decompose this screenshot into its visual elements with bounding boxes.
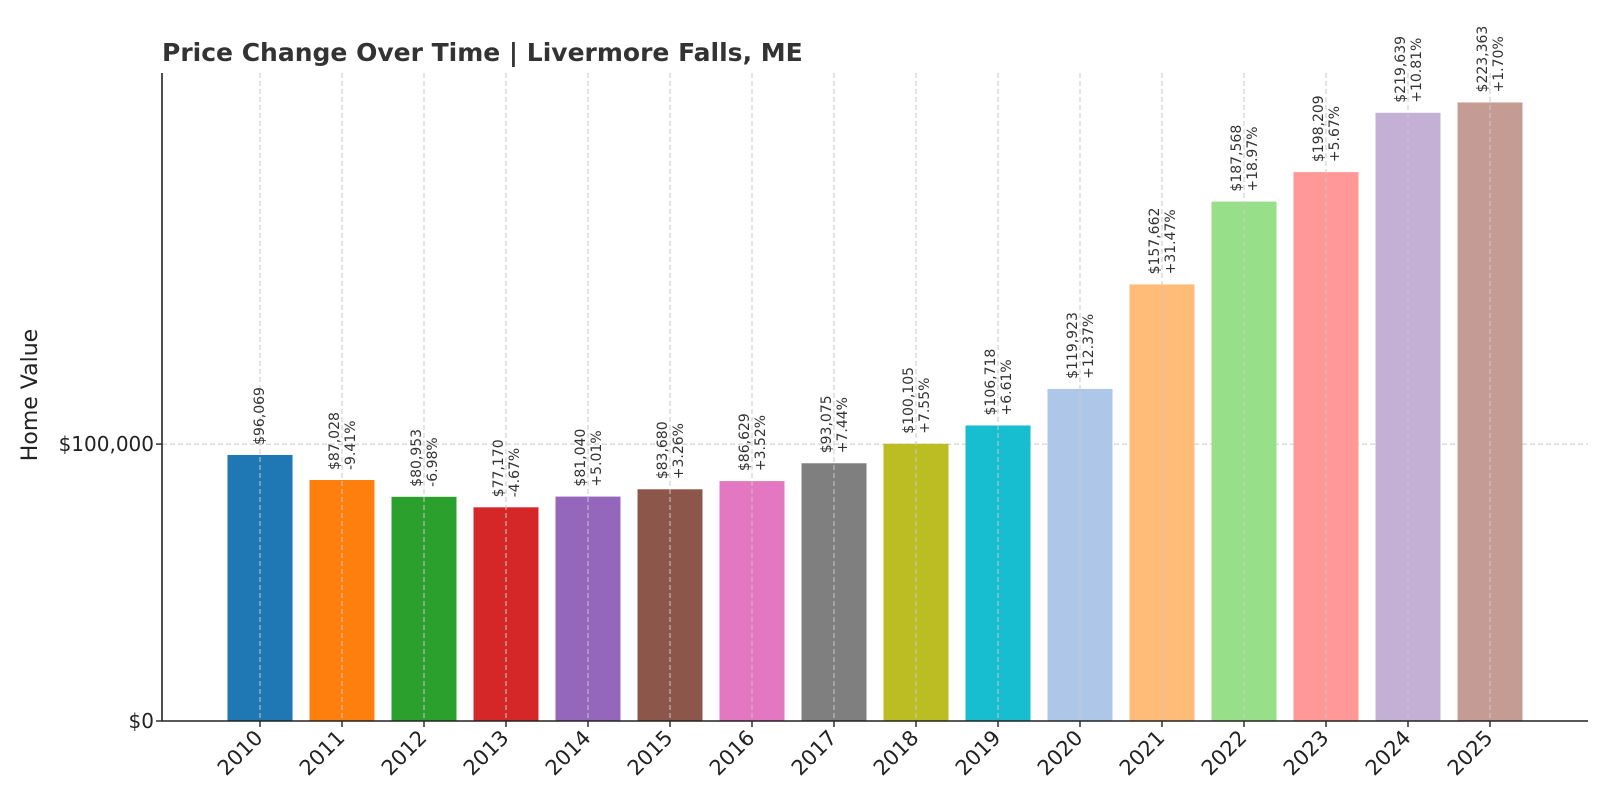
x-tick-label: 2013: [459, 726, 514, 781]
bar-value-label: $80,953: [409, 429, 425, 487]
y-axis-label: Home Value: [18, 329, 43, 461]
bar-change-label: +5.01%: [589, 430, 605, 486]
bar-value-label: $96,069: [252, 387, 268, 445]
x-tick-label: 2025: [1443, 726, 1498, 781]
x-tick-label: 2016: [705, 726, 760, 781]
bar: [309, 479, 375, 721]
y-tick-label: $0: [129, 709, 154, 733]
bar-change-label: +18.97%: [1245, 126, 1261, 191]
bar: [1293, 172, 1359, 722]
bar-change-label: +5.67%: [1327, 106, 1343, 162]
bar-change-label: +12.37%: [1081, 314, 1097, 379]
x-tick-label: 2014: [541, 726, 596, 781]
bar-value-label: $93,075: [819, 395, 835, 453]
bar-value-label: $198,209: [1311, 95, 1327, 162]
bar-value-label: $119,923: [1065, 312, 1081, 379]
x-tick-label: 2015: [623, 726, 678, 781]
bar-change-label: +7.44%: [835, 397, 851, 453]
bar-value-label: $187,568: [1229, 125, 1245, 192]
x-tick-label: 2012: [377, 726, 432, 781]
bar-change-label: +10.81%: [1409, 38, 1425, 103]
bar-value-label: $157,662: [1147, 208, 1163, 275]
x-tick-label: 2020: [1033, 726, 1088, 781]
x-tick-label: 2011: [295, 726, 350, 781]
bar-change-label: +3.26%: [671, 423, 687, 479]
bar-value-label: $223,363: [1475, 26, 1491, 93]
bar-change-label: +1.70%: [1491, 36, 1507, 92]
x-tick-label: 2024: [1361, 726, 1416, 781]
x-tick-label: 2021: [1115, 726, 1170, 781]
chart-title: Price Change Over Time | Livermore Falls…: [162, 38, 803, 67]
bar-change-label: -4.67%: [507, 448, 523, 498]
bar-change-label: +31.47%: [1163, 209, 1179, 274]
bar-change-label: +3.52%: [753, 415, 769, 471]
bar-value-label: $77,170: [491, 439, 507, 497]
x-tick-label: 2019: [951, 726, 1006, 781]
bars-layer: [227, 102, 1523, 722]
bar-value-label: $106,718: [983, 349, 999, 416]
x-tick-label: 2022: [1197, 726, 1252, 781]
bar-change-label: +7.55%: [917, 378, 933, 434]
vertical-grid-layer: [259, 73, 1491, 721]
bar-change-label: +6.61%: [999, 359, 1015, 415]
x-tick-label: 2023: [1279, 726, 1334, 781]
bar-change-label: -6.98%: [425, 437, 441, 487]
x-tick-label: 2018: [869, 726, 924, 781]
bar-value-label: $100,105: [901, 367, 917, 434]
x-tick-label: 2010: [213, 726, 268, 781]
bar-change-label: -9.41%: [343, 420, 359, 470]
bar-value-label: $87,028: [327, 412, 343, 470]
bar-value-label: $83,680: [655, 421, 671, 479]
bar-value-label: $219,639: [1393, 36, 1409, 103]
y-tick-label: $100,000: [59, 432, 154, 456]
bar-value-label: $86,629: [737, 413, 753, 471]
bar-value-label: $81,040: [573, 429, 589, 487]
data-labels-layer: $96,069 $87,028 -9.41% $80,953 -6.98% $77,170…: [252, 26, 1507, 498]
x-tick-label: 2017: [787, 726, 842, 781]
